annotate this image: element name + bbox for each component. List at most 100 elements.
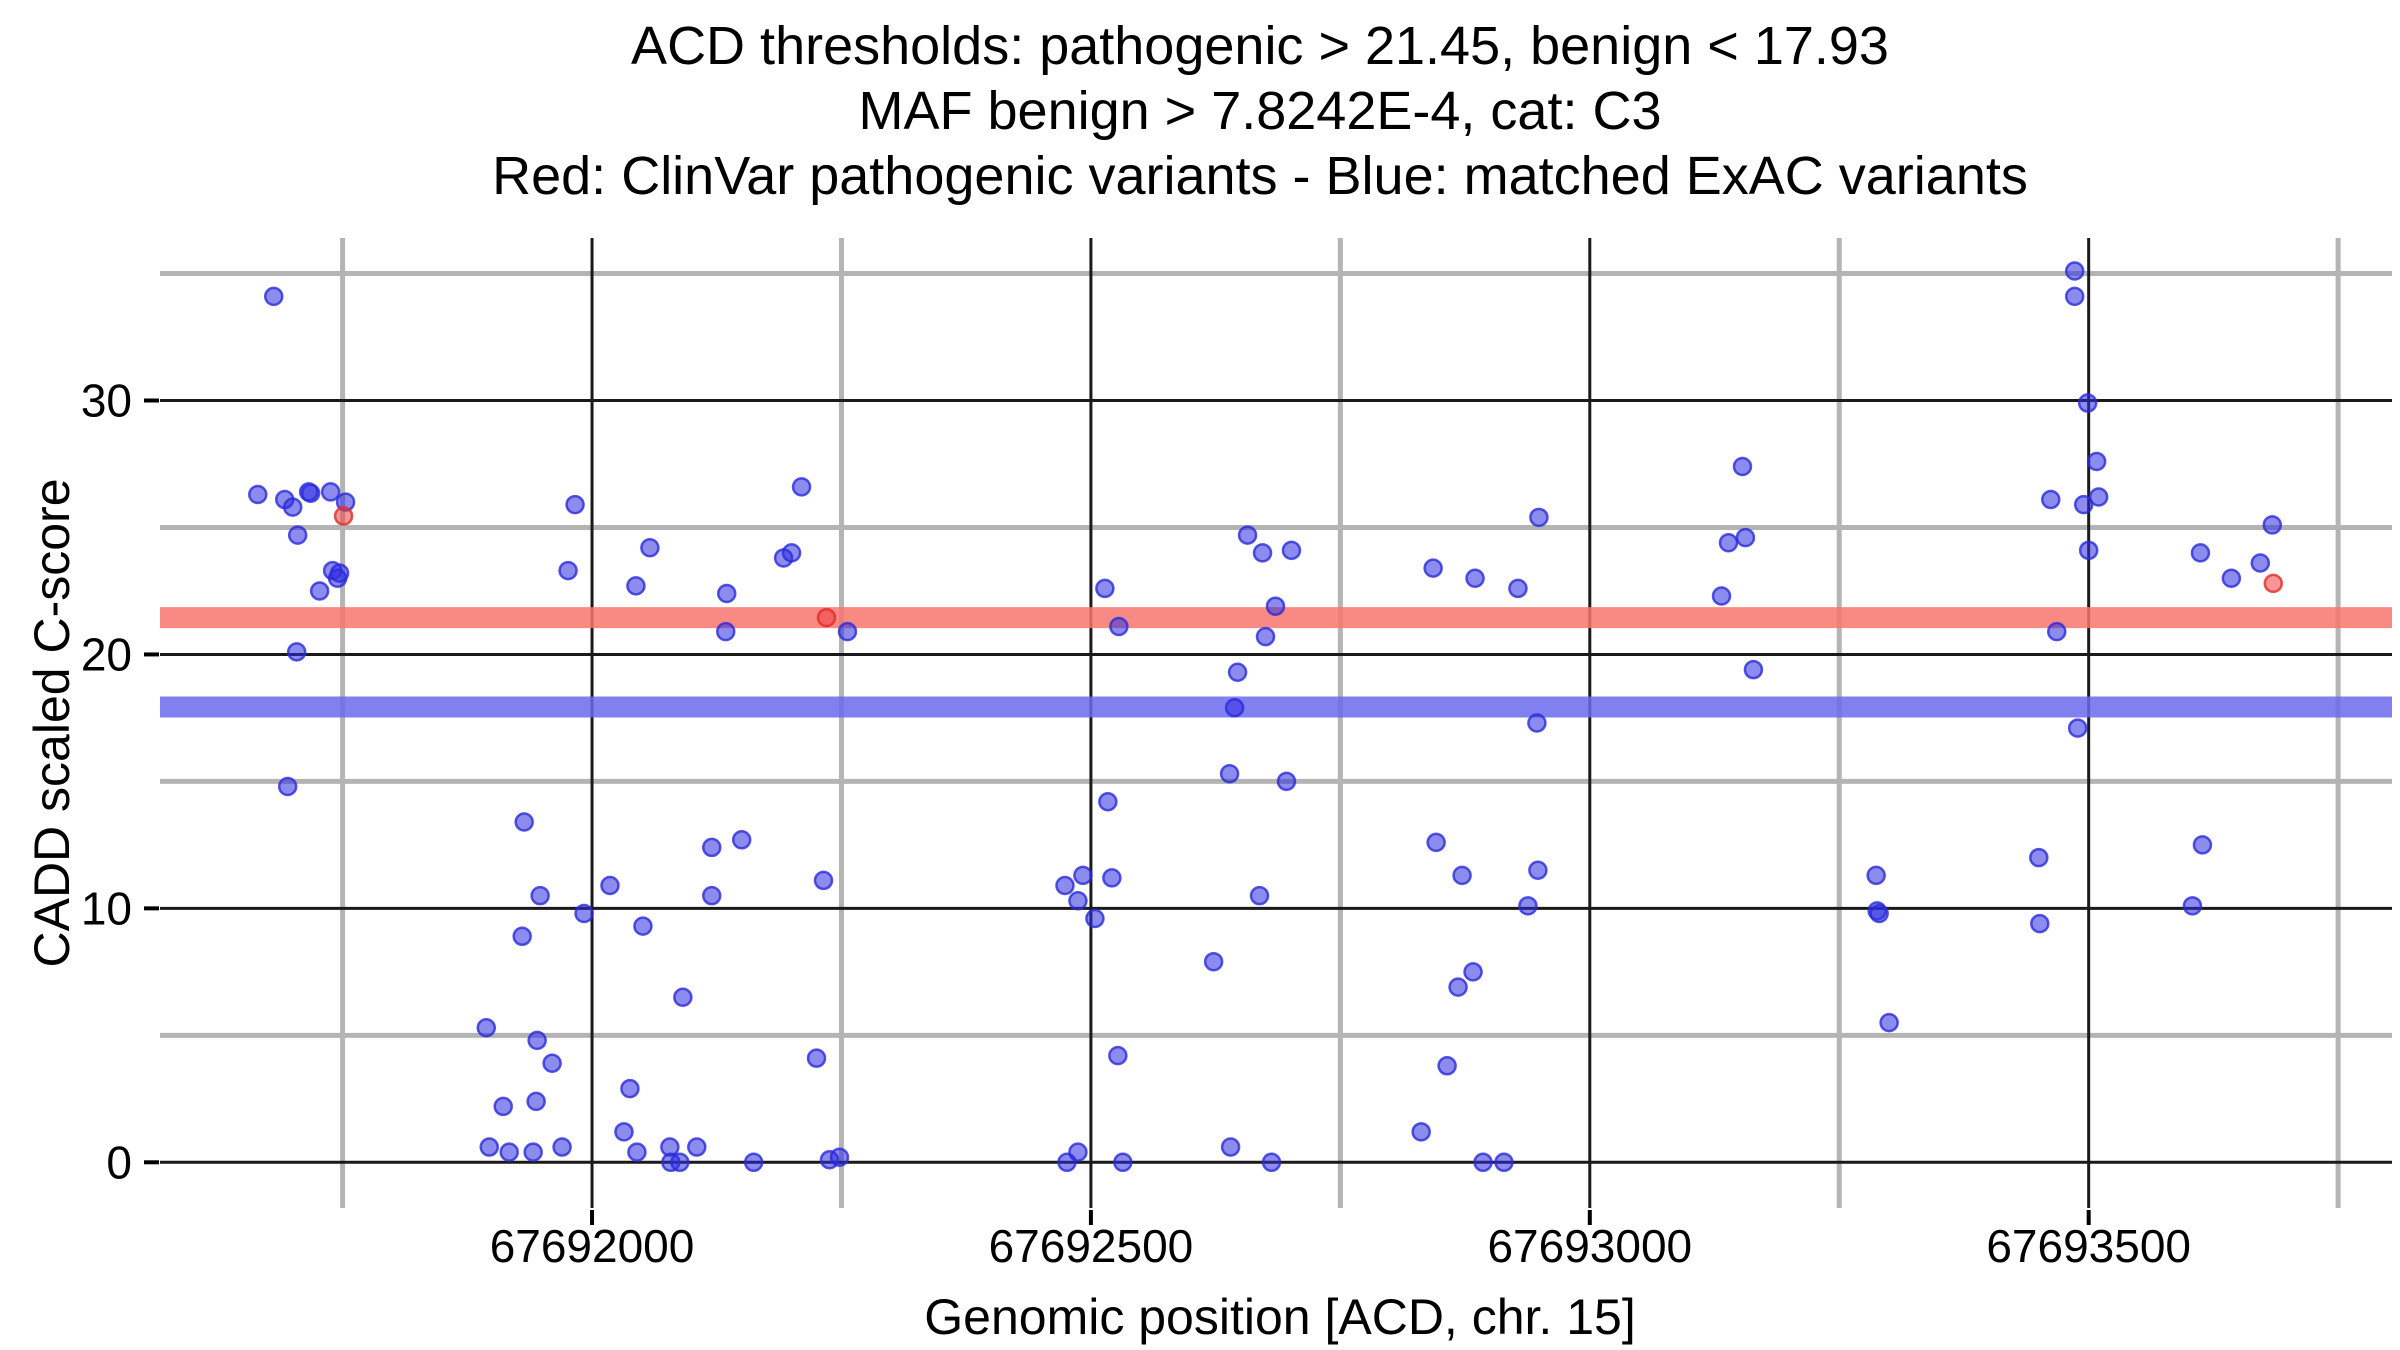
exac-variant-point bbox=[1249, 885, 1270, 906]
exac-variant-point bbox=[1866, 865, 1886, 886]
exac-variant-point bbox=[1085, 908, 1105, 929]
threshold-bands bbox=[160, 607, 2392, 718]
exac-variant-point bbox=[1237, 525, 1258, 545]
exac-variant-point bbox=[329, 563, 350, 583]
exac-variant-point bbox=[1529, 507, 1549, 528]
exac-variant-point bbox=[731, 830, 752, 850]
exac-variant-point bbox=[837, 621, 858, 642]
exac-variant-point bbox=[1743, 659, 1764, 680]
exac-variant-point bbox=[2064, 286, 2085, 307]
exac-variant-point bbox=[1508, 578, 1528, 599]
exac-variant-point bbox=[1465, 568, 1485, 589]
exac-variant-point bbox=[715, 621, 736, 642]
exac-variant-point bbox=[2077, 393, 2098, 413]
exac-variant-point bbox=[614, 1122, 634, 1142]
exac-variant-point bbox=[1281, 540, 1302, 561]
exac-variant-point bbox=[2250, 553, 2271, 573]
exac-variant-point bbox=[1732, 456, 1753, 477]
exac-variant-point bbox=[1518, 896, 1538, 916]
exac-variant-point bbox=[1735, 527, 1756, 548]
exac-variant-point bbox=[1220, 1137, 1241, 1157]
x-tick-label: 67692000 bbox=[490, 1220, 695, 1272]
clinvar-variant-point bbox=[816, 607, 837, 628]
exac-variant-point bbox=[829, 1147, 850, 1167]
exac-variant-point bbox=[1098, 791, 1118, 812]
exac-variant-point bbox=[2182, 896, 2203, 916]
exac-variant-point bbox=[1109, 616, 1129, 637]
exac-variant-point bbox=[1108, 1045, 1128, 1066]
exac-variant-point bbox=[1255, 626, 1276, 647]
exac-variant-point bbox=[813, 870, 834, 891]
y-tick-label: 30 bbox=[81, 375, 132, 427]
x-tick-label: 67693000 bbox=[1487, 1220, 1692, 1272]
exac-variant-point bbox=[1423, 558, 1443, 578]
exac-variant-point bbox=[263, 286, 284, 307]
exac-variant-point bbox=[527, 1030, 547, 1051]
exac-variant-point bbox=[716, 583, 737, 604]
exac-variant-point bbox=[476, 1017, 497, 1038]
exac-variant-point bbox=[627, 1142, 647, 1162]
exac-variant-point bbox=[1227, 662, 1248, 682]
exac-variant-point bbox=[1265, 596, 1286, 616]
minor-gridlines bbox=[160, 238, 2392, 1208]
clinvar-variant-point bbox=[2263, 573, 2284, 594]
exac-variant-point bbox=[1276, 771, 1297, 792]
exac-variant-point bbox=[2190, 543, 2211, 563]
exac-variant-point bbox=[743, 1152, 764, 1173]
exac-variant-point bbox=[523, 1142, 543, 1162]
exac-variant-point bbox=[2088, 487, 2109, 507]
exac-variant-point bbox=[2262, 515, 2283, 535]
exac-variant-point bbox=[620, 1078, 640, 1099]
exac-variant-point bbox=[514, 812, 534, 832]
exac-variant-point bbox=[542, 1053, 562, 1074]
exac-variant-point bbox=[2192, 835, 2213, 855]
clinvar-variant-point bbox=[333, 506, 354, 526]
exac-variant-point bbox=[1463, 962, 1483, 982]
benign-threshold-band bbox=[160, 696, 2392, 718]
exac-variant-point bbox=[2086, 451, 2107, 472]
exac-variant-point bbox=[479, 1137, 500, 1157]
exac-variant-point bbox=[1494, 1152, 1514, 1173]
exac-variant-point bbox=[2067, 718, 2088, 738]
exac-variant-point bbox=[493, 1096, 513, 1117]
exac-variant-point bbox=[277, 776, 298, 797]
exac-variant-point bbox=[287, 525, 308, 545]
exac-variant-point bbox=[1426, 832, 1446, 853]
exac-variant-point bbox=[1113, 1152, 1133, 1173]
exac-variant-point bbox=[282, 497, 303, 517]
exac-variant-point bbox=[1473, 1152, 1493, 1173]
exac-variant-point bbox=[526, 1091, 546, 1112]
chart-title: ACD thresholds: pathogenic > 21.45, beni… bbox=[120, 14, 2400, 209]
exac-variant-point bbox=[1527, 713, 1547, 733]
title-line-1: ACD thresholds: pathogenic > 21.45, beni… bbox=[631, 16, 1889, 76]
exac-variant-point bbox=[558, 560, 578, 581]
exac-variant-point bbox=[1869, 903, 1889, 924]
exac-variant-point bbox=[806, 1048, 827, 1068]
exac-variant-point bbox=[1879, 1012, 1899, 1033]
x-tick-label: 67692500 bbox=[989, 1220, 1194, 1272]
exac-variant-point bbox=[673, 987, 693, 1007]
exac-variant-point bbox=[320, 482, 341, 502]
exac-variant-point bbox=[1068, 890, 1088, 911]
exac-variant-point bbox=[702, 885, 722, 906]
y-tick-label: 0 bbox=[106, 1136, 132, 1188]
y-axis-title: CADD scaled C-score bbox=[24, 478, 80, 968]
exac-variant-point bbox=[2073, 494, 2094, 515]
exac-variant-point bbox=[248, 484, 268, 505]
exac-variant-point bbox=[640, 538, 660, 558]
exac-variant-point bbox=[530, 885, 550, 906]
exac-variant-point bbox=[1252, 543, 1273, 563]
exac-variant-point bbox=[1095, 578, 1115, 599]
exac-variant-point bbox=[1528, 860, 1548, 881]
exac-variant-point bbox=[1219, 764, 1240, 784]
exac-variant-point bbox=[702, 837, 722, 858]
exac-variant-point bbox=[2078, 540, 2099, 561]
exac-variant-point bbox=[2030, 913, 2050, 934]
exac-variant-point bbox=[512, 926, 532, 947]
exac-variant-point bbox=[670, 1152, 690, 1173]
exac-variant-point bbox=[2047, 621, 2067, 642]
exac-variant-point bbox=[633, 916, 653, 936]
data-points bbox=[248, 261, 2284, 1173]
exac-variant-point bbox=[791, 477, 812, 497]
